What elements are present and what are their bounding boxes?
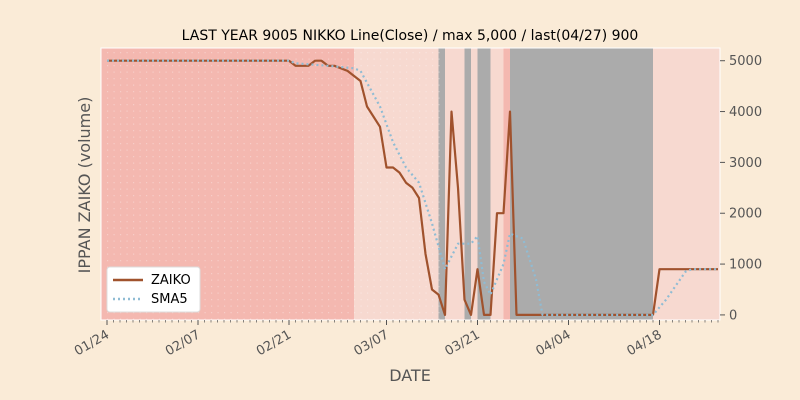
y-tick-label: 5000 [729,54,762,69]
y-tick-label: 4000 [729,105,762,120]
shaded-region [653,48,720,320]
x-axis-label: DATE [389,366,431,385]
chart-title: LAST YEAR 9005 NIKKO Line(Close) / max 5… [182,28,639,44]
legend-label-zaiko: ZAIKO [151,273,191,288]
shaded-region [438,48,445,320]
shaded-region [445,48,465,320]
legend-label-sma5: SMA5 [151,292,188,307]
y-tick-label: 1000 [729,258,762,273]
shaded-region [477,48,491,320]
legend: ZAIKO SMA5 [106,266,201,313]
y-tick-label: 3000 [729,156,762,171]
shaded-region [503,48,510,320]
shaded-region [471,48,478,320]
y-tick-label: 2000 [729,207,762,222]
shaded-region [354,48,439,320]
series-lines [107,59,718,316]
legend-box [106,266,201,313]
y-axis-label: IPPAN ZAIKO (volume) [75,97,94,274]
y-axis-ticks: 0 1000 2000 3000 4000 5000 [720,54,762,323]
y-tick-label: 0 [729,308,737,323]
shaded-regions [101,48,720,320]
shaded-region [510,48,653,320]
plot-frame [100,47,721,321]
series-line-sma5 [107,59,718,316]
shaded-region [464,48,471,320]
plot-area [100,47,721,321]
